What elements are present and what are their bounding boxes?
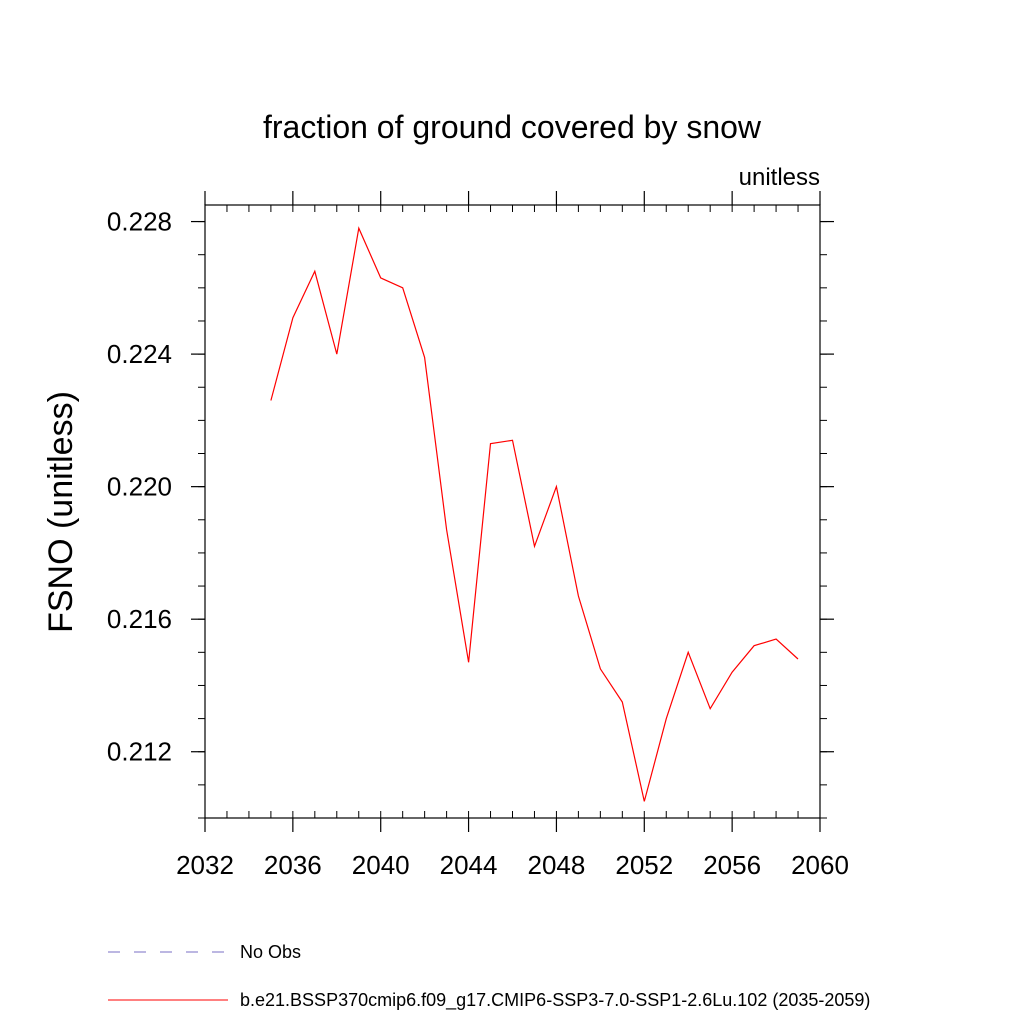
- x-tick-label: 2056: [703, 850, 761, 880]
- legend: No Obs b.e21.BSSP370cmip6.f09_g17.CMIP6-S…: [108, 942, 870, 1011]
- x-tick-label: 2032: [176, 850, 234, 880]
- y-tick-label: 0.228: [107, 207, 172, 237]
- major-ticks: [191, 191, 834, 832]
- y-tick-label: 0.224: [107, 339, 172, 369]
- y-axis-label: FSNO (unitless): [42, 391, 80, 633]
- y-tick-label: 0.220: [107, 472, 172, 502]
- x-tick-label: 2036: [264, 850, 322, 880]
- plot-frame: [204, 204, 821, 819]
- units-label: unitless: [739, 164, 820, 191]
- x-tick-label: 2048: [528, 850, 586, 880]
- x-tick-labels: 2032 2036 2040 2044 2048 2052 2056 2060: [176, 850, 849, 880]
- series-line: [270, 226, 799, 802]
- x-tick-label: 2060: [791, 850, 849, 880]
- legend-label: b.e21.BSSP370cmip6.f09_g17.CMIP6-SSP3-7.…: [240, 990, 870, 1011]
- minor-ticks: [198, 205, 827, 819]
- y-tick-labels: 0.212 0.216 0.220 0.224 0.228: [107, 207, 172, 767]
- chart-title: fraction of ground covered by snow: [263, 109, 762, 145]
- series-layer: [270, 226, 799, 802]
- x-tick-label: 2044: [440, 850, 498, 880]
- x-tick-label: 2052: [615, 850, 673, 880]
- legend-label: No Obs: [240, 942, 301, 962]
- y-tick-label: 0.212: [107, 737, 172, 767]
- x-tick-label: 2040: [352, 850, 410, 880]
- y-tick-label: 0.216: [107, 604, 172, 634]
